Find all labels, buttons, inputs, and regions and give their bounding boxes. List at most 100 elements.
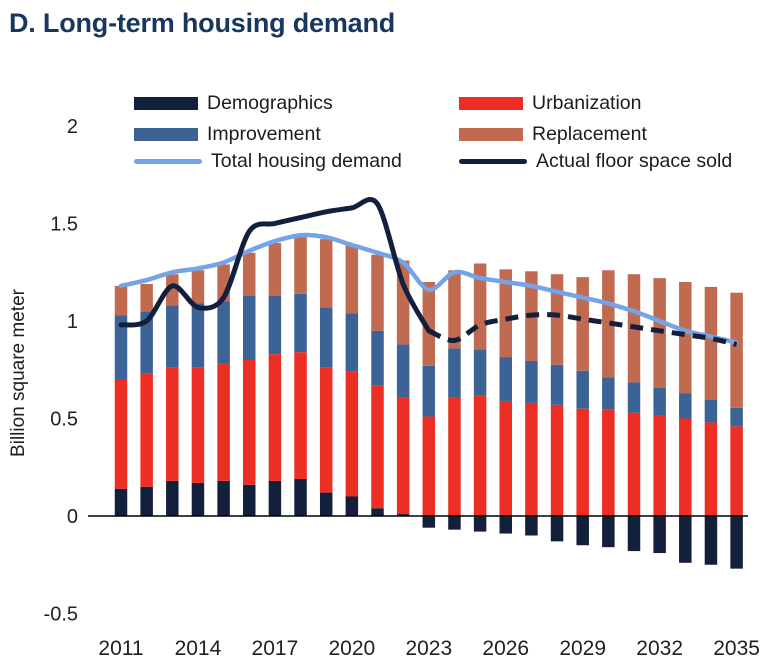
bar-segment	[243, 360, 256, 485]
bar-segment	[525, 360, 538, 403]
bar-segment	[114, 488, 128, 516]
y-axis-labels: 2 1.5 1 0.5 0 -0.5	[44, 116, 78, 626]
bar-segment	[166, 480, 179, 516]
improvement-swatch-icon	[134, 127, 198, 141]
bar-segment	[653, 516, 666, 554]
legend-label: Total housing demand	[211, 149, 402, 172]
demographics-swatch-icon	[134, 96, 198, 110]
bar-segment	[704, 286, 718, 400]
y-tick-label: -0.5	[44, 604, 78, 626]
bar-segment	[345, 313, 359, 372]
bar-segment	[345, 371, 359, 497]
x-tick-label: 2023	[405, 637, 452, 660]
bar-segment	[525, 516, 538, 536]
x-tick-label: 2032	[636, 637, 683, 660]
bar-segment	[396, 344, 410, 398]
bar-segment	[679, 393, 692, 419]
chart-title: D. Long-term housing demand	[9, 8, 396, 38]
bar-segment	[576, 408, 589, 516]
bar-segment	[679, 516, 692, 563]
bar-segment	[345, 244, 359, 314]
bar-segment	[294, 293, 307, 353]
bar-segment	[396, 514, 410, 516]
bar-segment	[294, 478, 307, 516]
bar-segment	[294, 352, 307, 479]
bar-segment	[730, 516, 743, 569]
bar-segment	[217, 480, 230, 516]
bar-segment	[730, 407, 743, 427]
bar-segment	[627, 516, 641, 552]
bar-segment	[473, 516, 487, 532]
bar-segment	[140, 311, 153, 374]
bar-segment	[268, 295, 282, 355]
total-demand-line-swatch-icon	[134, 158, 202, 164]
bar-segment	[602, 377, 615, 410]
bar-segment	[602, 409, 615, 516]
legend-label: Replacement	[532, 122, 647, 145]
bar-segment	[166, 367, 179, 481]
bar-segment	[166, 305, 179, 368]
bar-segment	[627, 412, 641, 516]
urbanization-swatch-icon	[459, 96, 523, 110]
bar-segment	[166, 274, 179, 306]
bar-segment	[345, 496, 359, 516]
x-tick-label: 2029	[559, 637, 606, 660]
bar-segment	[243, 295, 256, 360]
legend-label: Improvement	[207, 122, 321, 145]
bar-segment	[653, 387, 666, 416]
bar-segment	[550, 404, 564, 516]
bar-segment	[448, 270, 461, 349]
x-tick-label: 2020	[328, 637, 375, 660]
bar-segment	[730, 426, 743, 516]
bar-segment	[114, 379, 128, 489]
bar-segment	[140, 486, 153, 516]
y-axis-title: Billion square meter	[8, 288, 29, 457]
bar-segment	[550, 274, 564, 365]
bar-segment	[499, 357, 512, 401]
bar-segment	[473, 349, 487, 396]
y-tick-label: 0.5	[50, 409, 78, 431]
legend-item-demographics: Demographics	[134, 91, 333, 115]
x-tick-label: 2017	[252, 637, 299, 660]
bar-segment	[499, 516, 512, 534]
bar-segment	[140, 373, 153, 487]
bar-segment	[448, 348, 461, 398]
x-tick-label: 2011	[98, 637, 143, 660]
bar-segment	[576, 277, 589, 371]
bar-segment	[114, 315, 128, 380]
bar-segment	[191, 303, 205, 368]
bar-segment	[448, 397, 461, 516]
bar-segment	[114, 285, 128, 316]
legend-label: Demographics	[207, 91, 333, 114]
bar-segment	[191, 367, 205, 483]
bar-segment	[140, 283, 153, 312]
bar-segment	[576, 370, 589, 409]
x-tick-label: 2035	[713, 637, 760, 660]
y-tick-label: 1	[67, 311, 78, 333]
bar-segment	[730, 292, 743, 408]
bar-segment	[191, 482, 205, 516]
bar-segment	[191, 270, 205, 304]
bar-segment	[268, 243, 282, 296]
bar-segment	[371, 330, 384, 386]
bar-segment	[319, 367, 333, 493]
legend-item-total-housing-demand: Total housing demand	[134, 149, 402, 173]
bar-segment	[422, 516, 436, 528]
x-tick-label: 2014	[175, 637, 222, 660]
bar-segment	[268, 354, 282, 481]
bar-segment	[396, 397, 410, 515]
bar-segment	[319, 492, 333, 516]
legend-label: Urbanization	[532, 91, 642, 114]
y-tick-label: 2	[67, 116, 78, 138]
legend-item-urbanization: Urbanization	[459, 91, 641, 115]
bar-segment	[602, 270, 615, 378]
bar-segment	[473, 395, 487, 516]
bar-segment	[679, 282, 692, 394]
bar-segment	[679, 418, 692, 516]
legend-item-replacement: Replacement	[459, 122, 647, 146]
bar-segment	[217, 363, 230, 481]
bar-segment	[243, 484, 256, 516]
y-tick-label: 0	[67, 506, 78, 528]
x-tick-label: 2026	[482, 637, 529, 660]
